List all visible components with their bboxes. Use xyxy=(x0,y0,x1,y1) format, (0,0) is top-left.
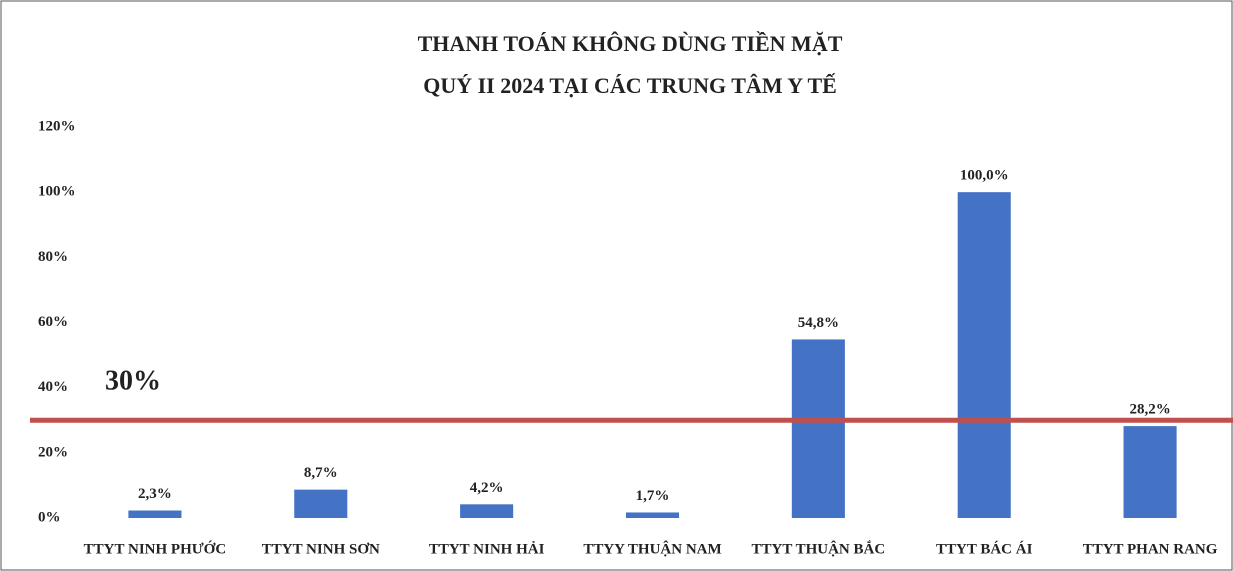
data-label: 2,3% xyxy=(138,486,172,502)
y-tick-label: 0% xyxy=(38,509,61,525)
data-label: 8,7% xyxy=(304,465,338,481)
chart-title: QUÝ II 2024 TẠI CÁC TRUNG TÂM Y TẾ xyxy=(423,73,837,98)
bar xyxy=(957,192,1011,518)
bar xyxy=(128,510,182,518)
y-tick-label: 40% xyxy=(38,379,68,395)
bar xyxy=(791,339,845,518)
data-label: 1,7% xyxy=(636,488,670,504)
x-tick-label: TTYT BÁC ÁI xyxy=(936,540,1033,557)
x-tick-label: TTYY THUẬN NAM xyxy=(583,540,721,557)
data-label: 28,2% xyxy=(1129,402,1170,418)
chart-title: THANH TOÁN KHÔNG DÙNG TIỀN MẶT xyxy=(418,31,843,56)
x-tick-label: TTYT PHAN RANG xyxy=(1083,541,1218,557)
data-label: 54,8% xyxy=(798,315,839,331)
y-tick-label: 20% xyxy=(38,444,68,460)
x-tick-label: TTYT NINH SƠN xyxy=(262,541,380,557)
y-tick-label: 100% xyxy=(38,184,76,200)
reference-label: 30% xyxy=(105,366,161,397)
x-tick-label: TTYT NINH PHƯỚC xyxy=(84,540,227,557)
bar xyxy=(625,512,680,518)
y-tick-label: 80% xyxy=(38,249,68,265)
bar xyxy=(460,504,514,518)
bar xyxy=(1123,426,1177,518)
data-label: 4,2% xyxy=(470,480,504,496)
y-tick-label: 120% xyxy=(38,118,76,134)
x-tick-label: TTYT THUẬN BẮC xyxy=(752,540,886,557)
bar xyxy=(294,489,348,518)
x-tick-label: TTYT NINH HẢI xyxy=(429,540,545,557)
y-tick-label: 60% xyxy=(38,314,68,330)
data-label: 100,0% xyxy=(960,168,1009,184)
